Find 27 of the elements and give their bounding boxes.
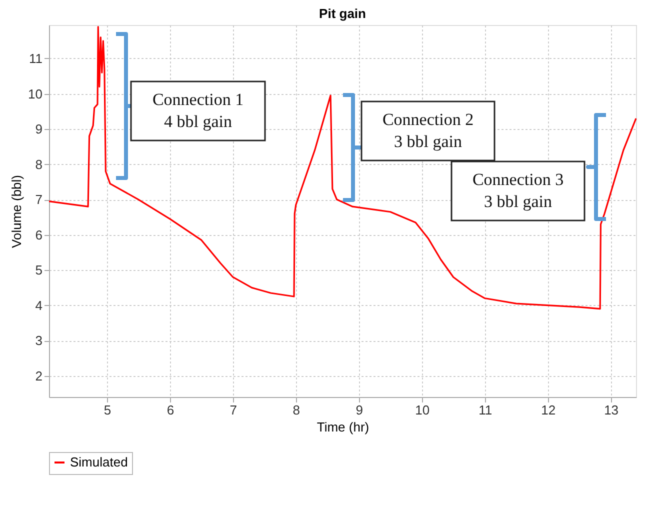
x-tick-label: 8 (292, 402, 300, 418)
y-axis-title: Volume (bbl) (9, 175, 24, 248)
x-tick-label: 10 (415, 402, 430, 418)
y-tick-label: 8 (35, 156, 42, 172)
x-tick-label: 6 (166, 402, 174, 418)
x-tick-label: 9 (356, 402, 363, 418)
annotation: Connection 2 3 bbl gain (382, 110, 474, 151)
line-series (48, 26, 637, 310)
y-tick-label: 9 (35, 122, 42, 137)
legend-label: Simulated (70, 454, 128, 470)
x-tick-label: 5 (104, 402, 112, 418)
y-tick-label: 5 (35, 262, 42, 278)
annotation: Connection 3 3 bbl gain (472, 170, 564, 211)
y-tick-label: 3 (35, 333, 42, 348)
annotation: Connection 1 4 bbl gain (152, 90, 244, 131)
x-tick-label: 12 (541, 402, 556, 418)
chart-title: Pit gain (319, 6, 366, 21)
x-axis-title: Time (hr) (316, 420, 370, 434)
y-tick-label: 2 (35, 368, 42, 384)
y-tick-label: 7 (35, 192, 42, 208)
x-tick-label: 7 (230, 402, 238, 418)
y-tick-label: 10 (28, 86, 42, 102)
x-tick-label: 11 (478, 402, 492, 418)
y-tick-label: 6 (35, 227, 42, 242)
x-tick-label: 13 (604, 402, 619, 418)
y-tick-label: 11 (29, 51, 42, 66)
y-tick-label: 4 (35, 298, 42, 313)
